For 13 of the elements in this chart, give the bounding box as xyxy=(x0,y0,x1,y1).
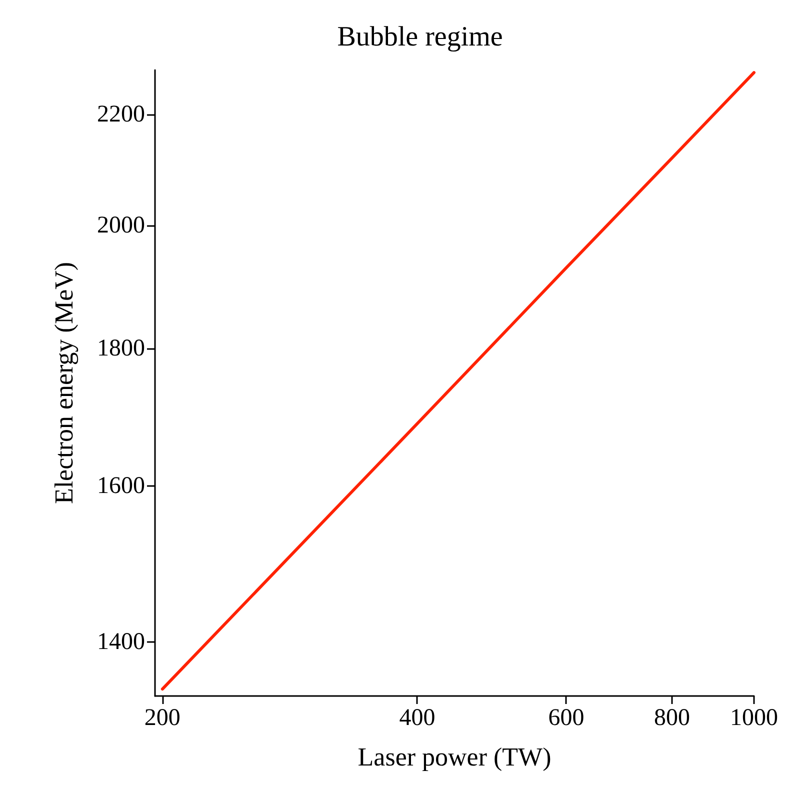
y-tick-label: 1800 xyxy=(97,336,145,362)
x-tick-label: 200 xyxy=(144,705,180,731)
chart-title: Bubble regime xyxy=(337,22,503,52)
x-tick-label: 400 xyxy=(399,705,436,731)
x-tick-label: 600 xyxy=(548,705,584,731)
x-axis-title: Laser power (TW) xyxy=(358,742,552,772)
x-tick-label: 1000 xyxy=(730,705,778,731)
y-tick-label: 1600 xyxy=(97,473,145,500)
x-tick-label: 800 xyxy=(654,705,690,731)
y-tick-label: 2000 xyxy=(97,212,145,239)
y-axis-title: Electron energy (MeV) xyxy=(50,262,78,504)
y-tick-label: 1400 xyxy=(97,629,145,656)
y-tick-label: 2200 xyxy=(97,101,145,128)
